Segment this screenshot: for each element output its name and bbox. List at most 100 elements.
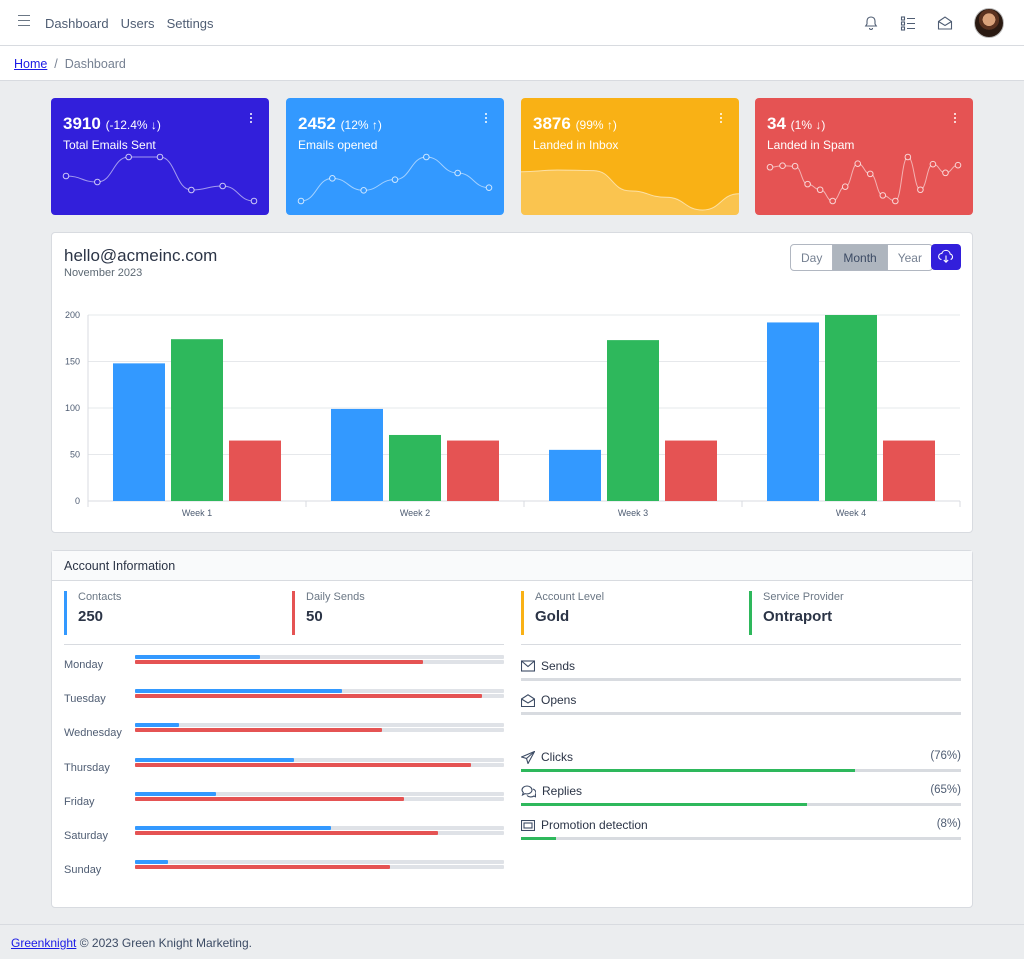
stat-daily-sends: Daily Sends 50 — [292, 591, 497, 635]
progress-fill — [135, 694, 482, 699]
data-point — [854, 160, 862, 167]
bar — [113, 363, 165, 501]
stat-label: Account Level — [535, 591, 605, 603]
breadcrumb-home-link[interactable]: Home — [14, 57, 48, 71]
nav-item-dashboard[interactable]: Dashboard — [45, 16, 109, 31]
range-day-button[interactable]: Day — [801, 251, 823, 265]
send-icon — [521, 750, 535, 764]
day-progress-blue — [135, 860, 504, 865]
data-point — [866, 170, 874, 178]
bar — [767, 322, 819, 501]
bell-icon[interactable] — [863, 15, 879, 31]
y-tick-label: 150 — [65, 357, 80, 367]
data-point — [485, 184, 493, 191]
data-point — [454, 169, 461, 177]
data-point — [156, 153, 164, 161]
data-point — [329, 175, 336, 182]
bar — [229, 440, 281, 501]
bar — [549, 449, 601, 501]
metric-label: Promotion detection — [541, 818, 648, 832]
widget-emails-opened: 2452 (12% ↑) Emails opened — [286, 98, 504, 215]
bar — [607, 340, 659, 501]
progress-fill — [135, 831, 438, 835]
divider — [64, 644, 504, 645]
range-month-button[interactable]: Month — [832, 245, 887, 270]
day-progress-blue — [135, 826, 504, 830]
range-toggle: Day Month Year — [790, 244, 933, 271]
day-progress-red — [135, 831, 504, 835]
download-button[interactable] — [931, 244, 961, 270]
area-line — [521, 169, 739, 211]
x-tick-label: Week 2 — [400, 508, 430, 518]
progress-fill — [135, 689, 342, 694]
kebab-menu-icon[interactable] — [719, 113, 723, 125]
progress-fill — [135, 757, 294, 762]
widget-value: 3876 (99% ↑) — [533, 114, 617, 133]
metric-label: Sends — [541, 659, 576, 673]
data-point — [929, 160, 937, 168]
footer-link[interactable]: Greenknight — [11, 936, 77, 950]
stat-value: 250 — [78, 608, 104, 625]
metric-percent: (65%) — [930, 784, 961, 796]
widget-sparkline — [62, 153, 258, 205]
account-info-card: Account Information Contacts 250 Daily S… — [51, 550, 973, 908]
bar — [389, 434, 441, 501]
data-point — [791, 162, 799, 170]
data-point — [816, 186, 824, 194]
day-label: Tuesday — [64, 693, 106, 706]
top-header: Dashboard Users Settings — [0, 0, 1024, 46]
stat-label: Contacts — [78, 591, 122, 603]
envelope-icon — [521, 660, 535, 672]
series-line — [769, 156, 959, 202]
menu-toggle-icon[interactable] — [18, 15, 30, 27]
data-point — [297, 197, 305, 205]
widget-value: 3910 (-12.4% ↓) — [63, 114, 161, 133]
data-point — [954, 161, 962, 169]
widget-label: Landed in Inbox — [533, 138, 619, 152]
metric-percent: (8%) — [936, 818, 961, 830]
nav-item-users[interactable]: Users — [120, 16, 155, 31]
y-tick-label: 50 — [70, 450, 80, 460]
data-point — [188, 186, 195, 194]
stat-account-level: Account Level Gold — [521, 591, 726, 635]
widget-total-emails-sent: 3910 (-12.4% ↓) Total Emails Sent — [51, 98, 269, 215]
day-progress-red — [135, 728, 504, 733]
nav-item-settings[interactable]: Settings — [166, 16, 214, 31]
footer-text: © 2023 Green Knight Marketing. — [79, 936, 252, 950]
day-progress-red — [135, 865, 504, 870]
day-progress-red — [135, 796, 504, 801]
envelope-open-icon[interactable] — [937, 15, 953, 31]
cloud-download-icon — [938, 249, 954, 263]
metric-label: Replies — [542, 784, 583, 798]
data-point — [250, 197, 258, 205]
metric-track — [521, 769, 961, 772]
day-progress-blue — [135, 689, 504, 694]
progress-fill — [135, 728, 383, 733]
range-year-button[interactable]: Year — [886, 245, 932, 270]
data-point — [917, 186, 924, 194]
widget-value: 34 (1% ↓) — [767, 114, 826, 133]
data-point — [360, 187, 367, 194]
breadcrumb: Home / Dashboard — [14, 57, 126, 71]
metric-fill — [521, 803, 807, 806]
y-tick-label: 100 — [65, 403, 80, 413]
progress-fill — [135, 791, 217, 796]
account-email: hello@acmeinc.com — [64, 246, 218, 265]
task-list-icon[interactable] — [900, 15, 916, 31]
metric-label: Opens — [541, 693, 577, 707]
kebab-menu-icon[interactable] — [484, 113, 488, 125]
progress-fill — [135, 860, 169, 865]
progress-fill — [135, 762, 471, 767]
kebab-menu-icon[interactable] — [249, 113, 253, 125]
period-label: November 2023 — [64, 267, 143, 279]
data-point — [942, 169, 949, 177]
metric-fill — [521, 769, 856, 772]
user-avatar[interactable] — [974, 8, 1004, 38]
metric-fill — [521, 837, 557, 840]
stat-value: Gold — [535, 608, 570, 625]
bar — [331, 408, 383, 501]
day-progress-red — [135, 660, 504, 664]
data-point — [62, 172, 70, 180]
kebab-menu-icon[interactable] — [953, 113, 957, 125]
data-point — [125, 153, 132, 161]
